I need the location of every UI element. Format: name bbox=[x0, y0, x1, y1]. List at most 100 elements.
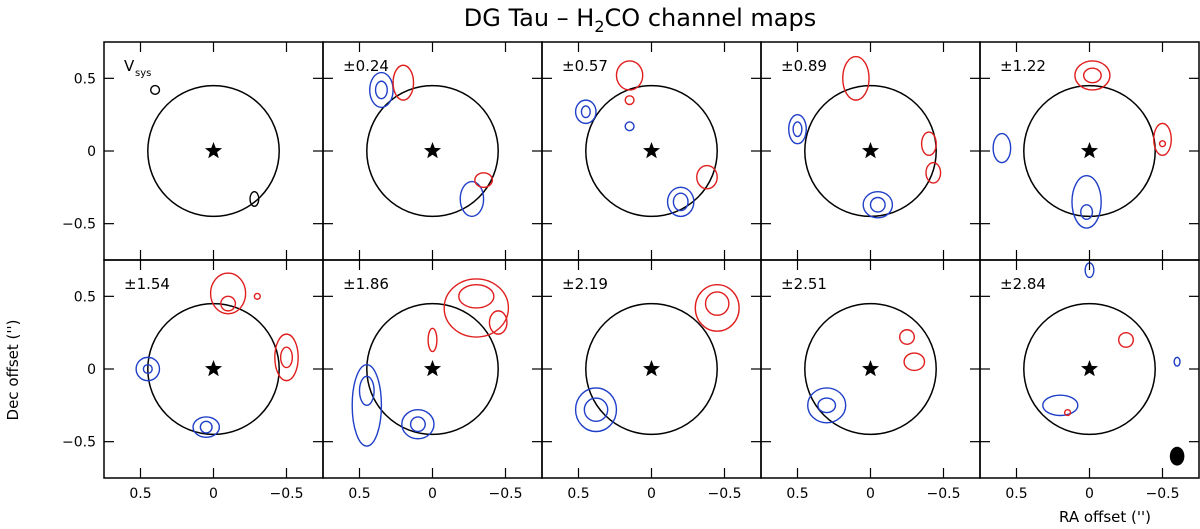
red-contour bbox=[920, 131, 937, 157]
x-tick-label: 0 bbox=[647, 486, 656, 502]
star-icon bbox=[204, 142, 223, 159]
x-tick-label: 0 bbox=[428, 486, 437, 502]
x-axis-label: RA offset ('') bbox=[1059, 508, 1151, 526]
red-contour bbox=[1153, 122, 1172, 157]
x-tick-label: −0.5 bbox=[489, 486, 523, 502]
red-contour bbox=[842, 55, 870, 101]
star-icon bbox=[1080, 360, 1099, 377]
velocity-label: ±2.51 bbox=[781, 275, 827, 293]
blue-contour bbox=[580, 105, 591, 119]
x-tick-label: 0 bbox=[866, 486, 875, 502]
red-contour bbox=[274, 333, 299, 382]
red-contour bbox=[427, 327, 438, 353]
star-icon bbox=[642, 142, 661, 159]
velocity-label: ±1.86 bbox=[343, 275, 389, 293]
velocity-label-subscript: sys bbox=[135, 68, 151, 79]
red-contour bbox=[488, 310, 508, 335]
x-tick-label: 0.5 bbox=[1005, 486, 1027, 502]
blue-contour bbox=[401, 408, 435, 440]
x-tick-label: 0.5 bbox=[348, 486, 370, 502]
channel-panel: ±1.86 0.5 0 −0.5 bbox=[322, 259, 543, 502]
x-tick-label: 0 bbox=[209, 486, 218, 502]
blue-contour bbox=[624, 121, 635, 132]
velocity-label: ±1.22 bbox=[1000, 57, 1046, 75]
continuum-contour bbox=[1023, 302, 1156, 436]
velocity-label: ±2.19 bbox=[562, 275, 608, 293]
continuum-contour bbox=[366, 84, 499, 218]
blue-contour bbox=[459, 180, 485, 218]
red-contour bbox=[209, 272, 247, 315]
continuum-contour bbox=[804, 302, 937, 436]
blue-contour bbox=[792, 121, 803, 138]
x-tick-label: 0.5 bbox=[567, 486, 589, 502]
black-contour bbox=[150, 84, 161, 96]
star-icon bbox=[423, 142, 442, 159]
red-contour bbox=[1082, 67, 1102, 84]
y-tick-label: −0.5 bbox=[62, 435, 96, 451]
channel-panel: ±0.89 bbox=[760, 41, 981, 261]
x-tick-label: 0 bbox=[1085, 486, 1094, 502]
blue-contour bbox=[409, 416, 426, 433]
star-icon bbox=[642, 360, 661, 377]
channel-panel: ±1.54 0.5 0 −0.5 0.5 0 −0.5 bbox=[62, 259, 324, 502]
red-contour bbox=[903, 352, 926, 372]
red-contour bbox=[220, 295, 237, 312]
x-tick-label: −0.5 bbox=[708, 486, 742, 502]
figure-title: DG Tau – H2CO channel maps bbox=[464, 4, 817, 36]
continuum-contour bbox=[585, 84, 718, 218]
red-contour bbox=[458, 284, 495, 309]
velocity-label: ±0.89 bbox=[781, 57, 827, 75]
blue-contour bbox=[807, 387, 847, 424]
red-contour bbox=[253, 292, 261, 300]
x-tick-label: 0.5 bbox=[129, 486, 151, 502]
red-contour bbox=[624, 95, 635, 106]
blue-contour bbox=[199, 420, 213, 434]
red-contour bbox=[443, 278, 510, 338]
blue-contour bbox=[583, 397, 609, 423]
channel-panel: ±0.57 bbox=[541, 41, 762, 261]
red-contour bbox=[899, 329, 916, 345]
x-tick-label: −0.5 bbox=[270, 486, 304, 502]
channel-panel: ±2.51 0.5 0 −0.5 bbox=[760, 259, 981, 502]
star-icon bbox=[1080, 142, 1099, 159]
velocity-label: ±0.57 bbox=[562, 57, 608, 75]
blue-contour bbox=[574, 99, 597, 125]
blue-contour bbox=[666, 186, 695, 218]
channel-panel: ±2.19 0.5 0 −0.5 bbox=[541, 259, 762, 502]
continuum-contour bbox=[366, 302, 499, 436]
blue-contour bbox=[869, 196, 886, 213]
blue-contour bbox=[192, 416, 221, 439]
blue-contour bbox=[1080, 204, 1094, 221]
x-tick-label: −0.5 bbox=[1146, 486, 1180, 502]
y-tick-label: −0.5 bbox=[62, 217, 96, 233]
star-icon bbox=[204, 360, 223, 377]
red-contour bbox=[925, 161, 942, 184]
red-contour bbox=[474, 172, 494, 189]
red-contour bbox=[392, 64, 415, 101]
blue-contour bbox=[358, 375, 375, 407]
y-tick-label: 0.5 bbox=[74, 289, 96, 305]
red-contour bbox=[1117, 331, 1134, 348]
y-tick-label: 0.5 bbox=[74, 71, 96, 87]
black-contour bbox=[249, 190, 260, 207]
velocity-label: ±2.84 bbox=[1000, 275, 1046, 293]
channel-panel: ±1.22 bbox=[979, 41, 1200, 261]
continuum-contour bbox=[585, 302, 718, 436]
red-contour bbox=[704, 291, 730, 316]
x-tick-label: 0.5 bbox=[786, 486, 808, 502]
blue-contour bbox=[351, 363, 383, 447]
blue-contour bbox=[374, 80, 388, 100]
blue-contour bbox=[817, 397, 837, 414]
blue-contour bbox=[574, 387, 618, 433]
continuum-contour bbox=[147, 84, 280, 218]
velocity-label: V bbox=[124, 57, 135, 75]
red-contour bbox=[1063, 408, 1072, 417]
y-axis-label: Dec offset ('') bbox=[4, 320, 22, 421]
red-contour bbox=[696, 164, 718, 190]
blue-contour bbox=[788, 113, 807, 145]
blue-contour bbox=[369, 71, 394, 109]
star-icon bbox=[861, 142, 880, 159]
